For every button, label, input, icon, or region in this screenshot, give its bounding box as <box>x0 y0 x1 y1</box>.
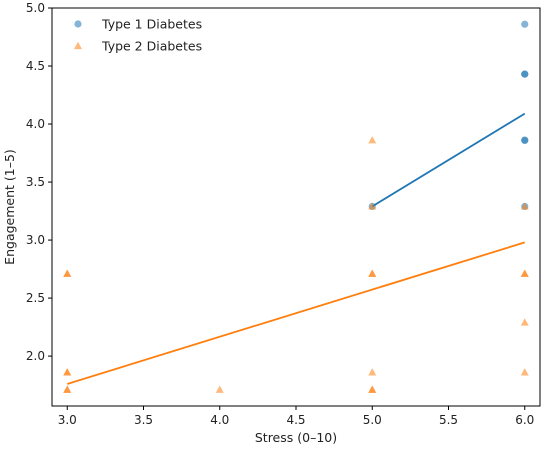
data-point <box>63 269 72 277</box>
data-point <box>520 318 529 326</box>
y-tick-label: 2.5 <box>26 291 45 305</box>
x-tick-label: 4.5 <box>286 413 305 427</box>
y-tick-label: 4.0 <box>26 117 45 131</box>
x-tick-label: 5.0 <box>363 413 382 427</box>
series-1 <box>368 20 529 211</box>
legend-marker <box>74 20 82 28</box>
series-2 <box>63 136 529 393</box>
y-tick-label: 2.0 <box>26 349 45 363</box>
x-tick-label: 5.5 <box>439 413 458 427</box>
data-point <box>368 385 377 393</box>
data-point <box>63 385 72 393</box>
data-point <box>520 269 529 277</box>
data-point <box>520 202 529 210</box>
data-point <box>368 202 377 210</box>
data-point <box>215 385 224 393</box>
y-axis-label: Engagement (1–5) <box>2 149 17 265</box>
legend-label: Type 1 Diabetes <box>101 17 202 32</box>
data-point <box>63 368 72 376</box>
x-tick-label: 6.0 <box>515 413 534 427</box>
legend: Type 1 Diabetes Type 2 Diabetes <box>74 17 202 54</box>
data-point <box>520 368 529 376</box>
y-axis: 2.0 2.5 3.0 3.5 4.0 4.5 5.0 <box>26 1 52 363</box>
data-point <box>521 70 529 78</box>
x-axis-label: Stress (0–10) <box>255 430 337 445</box>
data-point <box>368 136 377 144</box>
y-tick-label: 4.5 <box>26 59 45 73</box>
data-point <box>368 368 377 376</box>
x-axis: 3.0 3.5 4.0 4.5 5.0 5.5 6.0 <box>58 406 534 427</box>
data-point <box>368 269 377 277</box>
data-point <box>521 20 529 28</box>
trend-line <box>66 241 526 385</box>
x-tick-label: 4.0 <box>210 413 229 427</box>
data-point <box>521 136 529 144</box>
chart-marks <box>63 20 529 393</box>
x-tick-label: 3.5 <box>134 413 153 427</box>
x-tick-label: 3.0 <box>58 413 77 427</box>
y-tick-label: 3.5 <box>26 175 45 189</box>
legend-label: Type 2 Diabetes <box>101 39 202 54</box>
trend-line <box>371 112 526 208</box>
legend-marker <box>74 41 82 50</box>
y-tick-label: 3.0 <box>26 233 45 247</box>
y-tick-label: 5.0 <box>26 1 45 15</box>
plot-frame <box>51 7 541 407</box>
